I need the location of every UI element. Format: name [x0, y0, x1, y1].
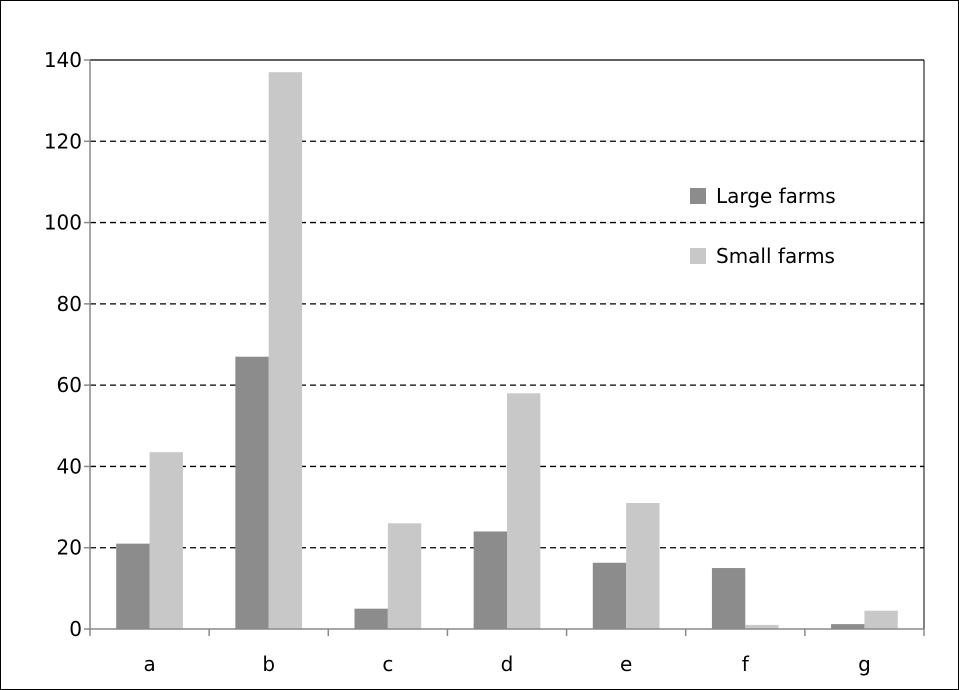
bar-small-farms-d: [507, 393, 541, 629]
bar-small-farms-b: [268, 72, 303, 629]
axes: [84, 59, 925, 636]
y-tick-label-60: 60: [57, 373, 82, 397]
y-tick-label-80: 80: [57, 292, 82, 316]
bar-large-farms-b: [235, 356, 269, 629]
gridlines: [90, 59, 925, 629]
bars: [116, 72, 898, 629]
legend-swatch-large-farms: [690, 188, 706, 204]
y-tick-labels: 0 20 40 60 80 100 120 140: [44, 48, 82, 641]
y-tick-label-100: 100: [44, 211, 82, 235]
x-tick-labels: a b c d e f g: [143, 652, 870, 676]
y-tick-label-120: 120: [44, 129, 82, 153]
bar-large-farms-g: [831, 624, 865, 629]
bar-large-farms-e: [592, 562, 627, 629]
bar-small-farms-a: [149, 452, 183, 629]
x-tick-label-g: g: [858, 652, 871, 676]
bar-small-farms-g: [864, 610, 898, 629]
x-tick-label-b: b: [262, 652, 275, 676]
y-tick-label-40: 40: [57, 454, 82, 478]
bar-small-farms-f: [745, 624, 779, 629]
y-tick-label-20: 20: [57, 536, 82, 560]
x-tick-label-d: d: [501, 652, 514, 676]
bar-small-farms-e: [626, 503, 660, 629]
legend-label-large-farms: Large farms: [716, 184, 836, 208]
legend-label-small-farms: Small farms: [716, 244, 835, 268]
bar-large-farms-d: [473, 531, 507, 629]
x-tick-label-e: e: [620, 652, 632, 676]
bar-large-farms-f: [711, 568, 746, 629]
x-tick-label-f: f: [742, 652, 750, 676]
y-tick-label-140: 140: [44, 48, 82, 72]
bar-small-farms-c: [387, 523, 422, 629]
legend-swatch-small-farms: [690, 248, 706, 264]
x-tick-label-a: a: [143, 652, 155, 676]
x-tick-label-c: c: [382, 652, 393, 676]
bar-large-farms-a: [116, 543, 150, 629]
y-tick-label-0: 0: [69, 617, 82, 641]
legend: Large farms Small farms: [690, 184, 836, 268]
bar-large-farms-c: [354, 608, 388, 629]
